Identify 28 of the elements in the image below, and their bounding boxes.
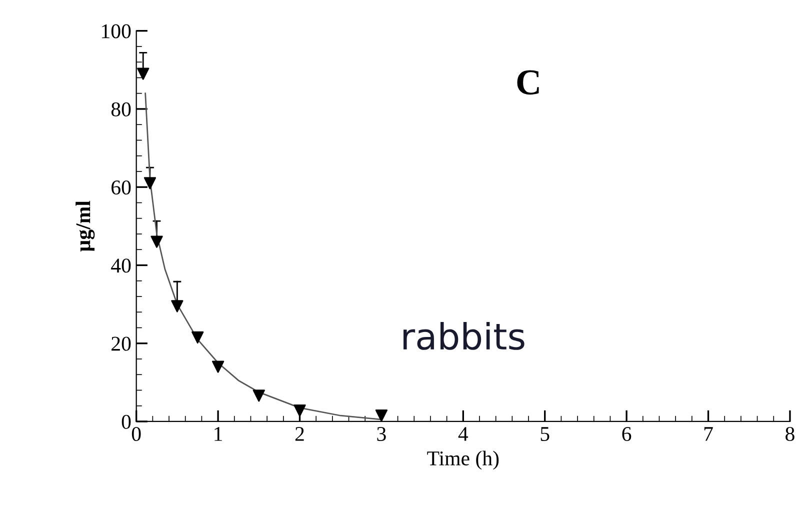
annotation: rabbits bbox=[404, 322, 524, 350]
point bbox=[137, 68, 150, 80]
point bbox=[171, 300, 184, 312]
x-tick-label: 1 bbox=[214, 427, 222, 441]
y-tick-label: 20 bbox=[112, 336, 131, 351]
x-axis-title: Time (h) bbox=[427, 450, 499, 470]
x-tick-label: 7 bbox=[704, 427, 713, 441]
y-tick-label: 0 bbox=[122, 414, 131, 429]
annotation: C bbox=[517, 70, 539, 95]
x-tick-label: 6 bbox=[622, 427, 632, 442]
y-tick-label: 40 bbox=[111, 258, 131, 273]
y-tick-label: 100 bbox=[102, 24, 131, 38]
y-axis-title: µg/ml bbox=[76, 200, 95, 252]
y-tick-label: 60 bbox=[112, 180, 131, 195]
point bbox=[212, 360, 224, 373]
point bbox=[375, 410, 388, 422]
point bbox=[150, 236, 163, 248]
x-tick-label: 8 bbox=[786, 426, 794, 442]
point bbox=[294, 404, 306, 417]
point bbox=[252, 390, 265, 402]
x-tick-label: 5 bbox=[540, 427, 550, 442]
y-tick-label: 80 bbox=[111, 102, 131, 116]
x-tick-label: 2 bbox=[295, 427, 304, 441]
point bbox=[144, 177, 156, 190]
point bbox=[192, 331, 204, 344]
x-tick-label: 4 bbox=[458, 427, 468, 441]
x-tick-label: 0 bbox=[132, 426, 141, 442]
x-tick-label: 3 bbox=[377, 427, 386, 442]
